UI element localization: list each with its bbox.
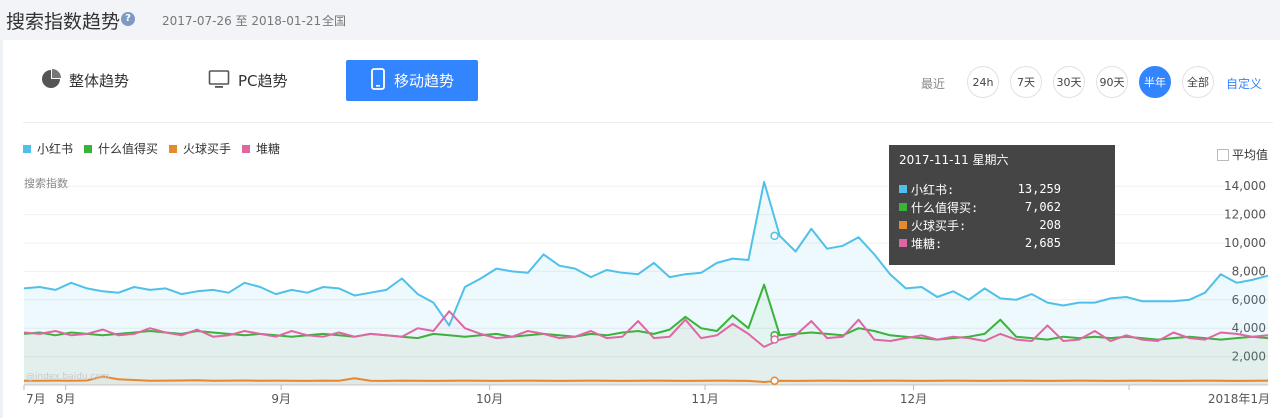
legend-label: 小红书 xyxy=(37,142,74,156)
range-all-button[interactable]: 全部 xyxy=(1182,66,1214,98)
tooltip-row-duitang: 堆糖: 2,685 xyxy=(899,234,1105,252)
date-range: 2017-07-26 至 2018-01-21 xyxy=(162,14,322,28)
tooltip-swatch xyxy=(899,221,907,229)
highlight-point-huoqiu xyxy=(770,376,779,385)
x-tick-label: 10月 xyxy=(476,392,503,406)
tab-mobile-trend[interactable]: 移动趋势 xyxy=(346,60,478,101)
series-line-duitang xyxy=(23,310,1269,348)
average-label: 平均值 xyxy=(1232,148,1269,162)
range-7d-button[interactable]: 7天 xyxy=(1010,66,1042,98)
tooltip-series-name: 火球买手: xyxy=(911,218,967,233)
x-tick-label: 11月 xyxy=(691,392,718,406)
pie-chart-icon xyxy=(41,68,61,93)
tab-pc-label: PC趋势 xyxy=(238,72,288,90)
legend-item-xiaohongshu[interactable]: 小红书 xyxy=(23,140,73,157)
legend-swatch xyxy=(23,144,31,153)
tooltip-swatch xyxy=(899,185,907,193)
tooltip-row-huoqiu: 火球买手: 208 xyxy=(899,216,1105,234)
legend-swatch xyxy=(84,144,93,153)
x-tick-label: 12月 xyxy=(900,392,927,406)
tooltip-row-smzdm: 什么值得买: 7,062 xyxy=(899,198,1105,216)
chart-tooltip: 2017-11-11 星期六 小红书: 13,259 什么值得买: 7,062 … xyxy=(889,145,1115,265)
x-tick-label: 2018年1月 xyxy=(1208,392,1270,406)
tab-mobile-label: 移动趋势 xyxy=(393,72,454,90)
custom-range-link[interactable]: 自定义 xyxy=(1226,77,1263,91)
range-24h-button[interactable]: 24h xyxy=(967,66,999,98)
tab-pc-trend[interactable]: PC趋势 xyxy=(208,60,328,101)
x-tick-label: 8月 xyxy=(56,392,76,406)
legend-label: 什么值得买 xyxy=(98,142,159,156)
tooltip-series-value: 2,685 xyxy=(1024,236,1061,250)
series-area-duitang xyxy=(24,311,1268,385)
highlight-point-xiaohongshu xyxy=(770,231,779,241)
y-tick-label: 10,000 xyxy=(1224,236,1266,250)
tab-overall-label: 整体趋势 xyxy=(69,72,130,90)
legend-label: 火球买手 xyxy=(183,142,232,156)
y-tick-label: 8,000 xyxy=(1232,264,1266,278)
highlight-point-duitang xyxy=(770,335,779,344)
y-axis-label: 搜索指数 xyxy=(24,176,68,190)
legend-item-huoqiu[interactable]: 火球买手 xyxy=(169,140,231,157)
tooltip-series-name: 堆糖: xyxy=(911,236,943,251)
help-icon[interactable]: ? xyxy=(121,12,135,26)
range-half-year-button[interactable]: 半年 xyxy=(1139,66,1171,98)
monitor-icon xyxy=(208,69,230,93)
chart-legend: 小红书 什么值得买 火球买手 堆糖 xyxy=(23,140,291,157)
tooltip-series-name: 什么值得买: xyxy=(911,200,979,215)
divider xyxy=(23,122,1273,123)
average-checkbox[interactable] xyxy=(1217,148,1229,161)
tooltip-series-value: 7,062 xyxy=(1024,200,1061,214)
tooltip-series-value: 208 xyxy=(1039,218,1061,232)
y-tick-label: 4,000 xyxy=(1232,321,1266,335)
page-title: 搜索指数趋势 xyxy=(6,11,121,33)
series-line-huoqiu xyxy=(24,375,1269,383)
range-30d-button[interactable]: 30天 xyxy=(1053,66,1085,98)
series-line-xiaohongshu xyxy=(23,180,1269,327)
mobile-icon xyxy=(370,67,386,94)
watermark: @index.baidu.com xyxy=(26,372,110,382)
tooltip-row-xiaohongshu: 小红书: 13,259 xyxy=(899,180,1105,198)
legend-item-smzdm[interactable]: 什么值得买 xyxy=(84,140,158,157)
y-tick-label: 2,000 xyxy=(1232,350,1266,364)
tooltip-series-value: 13,259 xyxy=(1017,182,1061,196)
region-label: 全国 xyxy=(322,14,347,28)
tooltip-date: 2017-11-11 星期六 xyxy=(899,153,1009,167)
legend-swatch xyxy=(242,144,251,153)
tooltip-series-name: 小红书: xyxy=(911,182,955,197)
range-label: 最近 xyxy=(921,77,946,91)
tab-overall-trend[interactable]: 整体趋势 xyxy=(41,60,181,101)
legend-label: 堆糖 xyxy=(256,142,281,156)
x-tick-label: 9月 xyxy=(271,392,291,406)
tooltip-swatch xyxy=(899,203,907,211)
legend-item-duitang[interactable]: 堆糖 xyxy=(242,140,280,157)
tooltip-swatch xyxy=(899,239,907,247)
y-tick-label: 12,000 xyxy=(1224,208,1266,222)
range-90d-button[interactable]: 90天 xyxy=(1096,66,1128,98)
legend-swatch xyxy=(169,144,178,153)
y-tick-label: 6,000 xyxy=(1232,293,1266,307)
series-area-smzdm xyxy=(24,284,1268,385)
average-toggle[interactable]: 平均值 xyxy=(1217,146,1268,163)
x-tick-label: 7月 xyxy=(26,392,46,406)
y-tick-label: 14,000 xyxy=(1224,179,1266,193)
top-bar: 搜索指数趋势 ? 2017-07-26 至 2018-01-21 全国 xyxy=(0,0,1280,40)
